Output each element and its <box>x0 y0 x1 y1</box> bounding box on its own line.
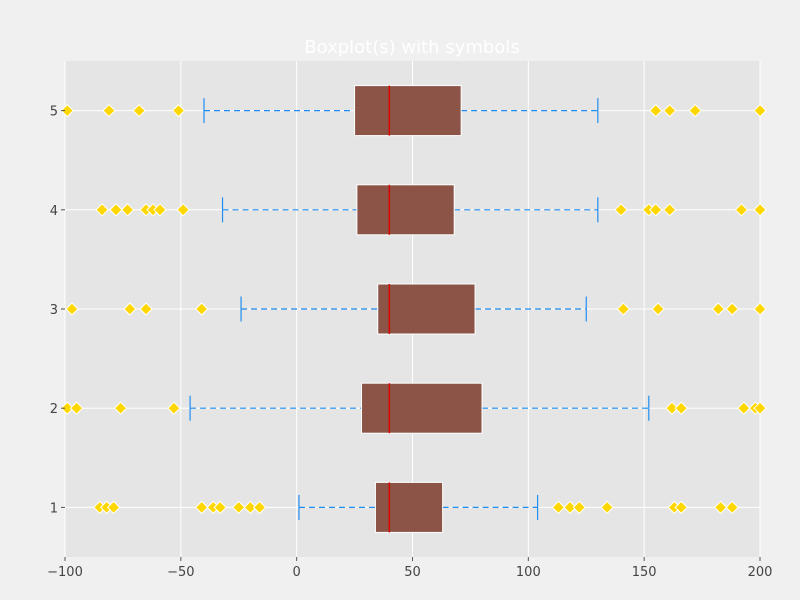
flier-point <box>649 203 663 217</box>
flier-point <box>600 500 614 515</box>
flier-point <box>109 203 123 217</box>
flier-point <box>563 500 577 515</box>
flier-point <box>725 302 739 316</box>
flier-point <box>232 500 246 515</box>
flier-point <box>65 302 79 316</box>
x-tick-label: 50 <box>404 565 421 580</box>
flier-point <box>194 500 209 515</box>
flier-point <box>737 401 751 415</box>
flier-point <box>252 500 267 515</box>
flier-point <box>60 401 75 415</box>
y-tick-label: 2 <box>50 402 58 417</box>
flier-point <box>132 103 146 118</box>
flier-point <box>69 401 84 415</box>
flier-point <box>614 203 628 217</box>
flier-point <box>753 203 767 217</box>
flier-point <box>139 302 153 316</box>
box-iqr <box>377 283 476 335</box>
box-3 <box>65 283 767 335</box>
flier-point <box>674 401 688 415</box>
flier-point <box>123 302 137 316</box>
box-iqr <box>354 85 462 137</box>
flier-point <box>176 203 190 217</box>
flier-point <box>753 103 767 118</box>
box-1 <box>93 481 739 533</box>
chart-title: Boxplot(s) with symbols <box>304 37 519 58</box>
flier-point <box>551 500 566 515</box>
flier-point <box>665 401 679 415</box>
flier-point <box>662 203 677 217</box>
y-tick-label: 4 <box>50 204 58 219</box>
box-2 <box>60 382 767 434</box>
flier-point <box>616 302 631 316</box>
flier-point <box>651 302 665 316</box>
flier-point <box>711 302 726 316</box>
box-5 <box>60 85 767 137</box>
box-iqr <box>356 184 455 236</box>
x-tick-label: 0 <box>293 565 301 580</box>
box-iqr <box>374 481 444 533</box>
box-4 <box>95 184 767 236</box>
y-tick-label: 1 <box>50 501 58 516</box>
x-tick-label: 100 <box>516 565 541 580</box>
flier-point <box>171 103 186 118</box>
flier-point <box>106 500 121 515</box>
flier-point <box>243 500 258 515</box>
flier-point <box>213 500 227 515</box>
y-axis-ticks: 1 2 3 4 5 <box>50 105 65 516</box>
y-tick-label: 3 <box>50 303 58 318</box>
flier-point <box>734 203 749 217</box>
flier-point <box>572 500 587 515</box>
x-tick-label: −50 <box>167 565 194 580</box>
flier-point <box>674 500 688 515</box>
flier-point <box>102 103 116 118</box>
flier-point <box>753 302 767 316</box>
y-tick-label: 5 <box>50 105 58 120</box>
flier-point <box>662 103 677 118</box>
x-tick-label: 150 <box>632 565 657 580</box>
flier-point <box>113 401 128 415</box>
x-axis-ticks: −100 −50 0 50 100 150 200 <box>47 557 772 580</box>
flier-point <box>167 401 181 415</box>
x-tick-label: −100 <box>47 565 83 580</box>
flier-point <box>649 103 663 118</box>
x-tick-label: 200 <box>748 565 773 580</box>
flier-point <box>194 302 209 316</box>
flier-point <box>120 203 135 217</box>
boxes-group <box>60 85 767 533</box>
box-iqr <box>361 382 483 434</box>
flier-point <box>95 203 109 217</box>
flier-point <box>713 500 728 515</box>
flier-point <box>725 500 739 515</box>
flier-point <box>153 203 167 217</box>
flier-point <box>60 103 75 118</box>
flier-point <box>688 103 702 118</box>
flier-point <box>753 401 767 415</box>
